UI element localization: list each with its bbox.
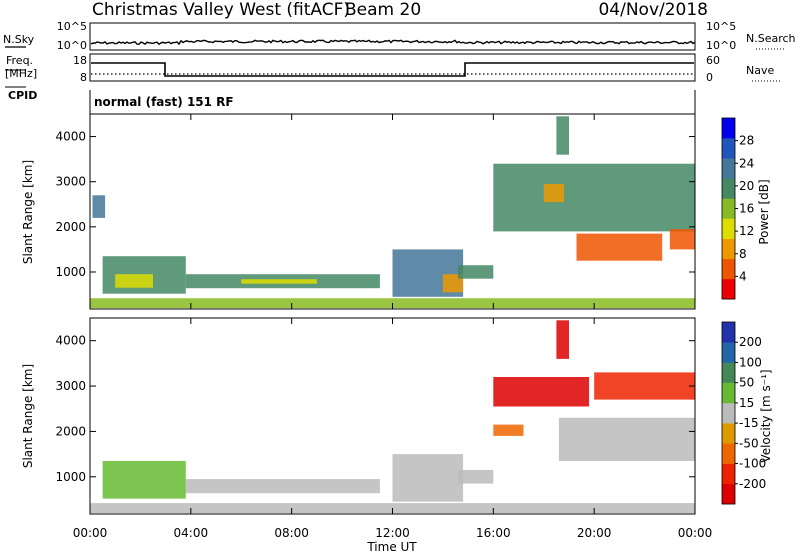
power-colorbar-segment	[722, 218, 735, 239]
x-tick-label: 12:00	[375, 526, 410, 540]
velocity-y-tick-label: 4000	[55, 334, 86, 348]
beam-label: Beam 20	[345, 0, 421, 20]
power-echo-region-6	[442, 274, 464, 293]
velocity-colorbar-tick-label: -100	[739, 457, 766, 471]
power-colorbar-segment	[722, 238, 735, 260]
velocity-colorbar-segment	[722, 483, 735, 505]
nsearch-tick-bottom: 10^0	[706, 39, 736, 52]
cpid-text: normal (fast) 151 RF	[94, 95, 234, 109]
power-y-tick-label: 1000	[55, 265, 86, 279]
power-colorbar-segment	[722, 138, 735, 159]
nsky-panel: N.Sky 10^5 10^0 10^5 10^0 N.Search	[3, 20, 796, 52]
nsky-tick-top: 10^5	[57, 20, 87, 33]
freq-tick-bottom: 8	[80, 71, 87, 84]
power-colorbar-segment	[722, 198, 735, 219]
velocity-echo-region-1	[185, 479, 380, 494]
velocity-echo-region-0	[102, 460, 186, 499]
power-colorbar-tick-label: 24	[739, 156, 754, 170]
nave-tick-bottom: 0	[706, 71, 713, 84]
power-colorbar-segment	[722, 258, 735, 280]
velocity-colorbar-tick-label: -15	[739, 416, 759, 430]
velocity-colorbar-segment	[722, 382, 735, 404]
velocity-y-tick-label: 1000	[55, 470, 86, 484]
power-echo-region-4	[241, 279, 317, 284]
power-colorbar-segment	[722, 118, 735, 139]
cpid-label: CPID	[8, 89, 37, 102]
velocity-echo-region-6	[493, 377, 590, 407]
velocity-colorbar-segment	[722, 342, 735, 363]
power-echo-region-12	[669, 229, 695, 250]
power-echo-region-8	[493, 163, 695, 232]
freq-unit: [MHz]	[5, 67, 37, 80]
velocity-colorbar-label: Velocity [m s⁻¹]	[759, 369, 773, 462]
freq-trace	[91, 62, 694, 77]
velocity-panel: 1000 2000 3000 4000 Slant Range [km]	[21, 317, 696, 515]
power-y-tick-label: 2000	[55, 220, 86, 234]
power-colorbar-tick-label: 16	[739, 202, 754, 216]
freq-tick-top: 18	[73, 54, 87, 67]
power-echo-region-0	[92, 195, 106, 218]
velocity-ylabel: Slant Range [km]	[21, 364, 35, 468]
velocity-colorbar-tick-label: -50	[739, 436, 759, 450]
power-echo-region-11	[576, 233, 663, 261]
velocity-colorbar-tick-label: -200	[739, 477, 766, 491]
velocity-colorbar-tick-label: 200	[739, 335, 762, 349]
velocity-colorbar-tick-label: 50	[739, 376, 754, 390]
velocity-echo-region-5	[493, 424, 524, 436]
freq-label: Freq.	[6, 54, 33, 67]
power-colorbar-label: Power [dB]	[757, 179, 771, 244]
freq-panel: Freq. [MHz] 18 8 60 0 Nave	[5, 53, 780, 84]
velocity-colorbar-segment	[722, 402, 735, 424]
nsearch-label: N.Search	[746, 32, 796, 45]
station-title: Christmas Valley West (fitACF)	[92, 0, 350, 20]
velocity-y-tick-label: 2000	[55, 424, 86, 438]
power-echo-region-7	[458, 265, 494, 279]
date-label: 04/Nov/2018	[598, 0, 708, 20]
x-tick-label: 16:00	[476, 526, 511, 540]
nsky-label: N.Sky	[3, 33, 35, 46]
velocity-colorbar-tick-label: 100	[739, 355, 762, 369]
power-colorbar: 28 24 20 16 12 8 4	[721, 117, 754, 300]
velocity-colorbar-segment	[722, 463, 735, 485]
velocity-echo-region-3	[392, 454, 464, 502]
power-y-tick-label: 4000	[55, 130, 86, 144]
velocity-colorbar-tick-label: 15	[739, 396, 754, 410]
x-tick-label: 04:00	[174, 526, 209, 540]
velocity-colorbar-segment	[722, 362, 735, 383]
power-colorbar-segment	[722, 178, 735, 199]
velocity-colorbar-segment	[722, 322, 735, 343]
velocity-echo-region-8	[558, 417, 695, 461]
nsearch-tick-top: 10^5	[706, 20, 736, 33]
nsky-trace	[90, 39, 696, 46]
power-colorbar-tick-label: 28	[739, 134, 754, 148]
velocity-colorbar-segment	[722, 423, 735, 444]
x-tick-label: 00:00	[678, 526, 713, 540]
x-tick-label: 20:00	[577, 526, 612, 540]
power-y-tick-label: 3000	[55, 175, 86, 189]
power-colorbar-tick-label: 8	[739, 247, 747, 261]
power-echo-region-9	[543, 184, 564, 203]
velocity-echo-region-7	[556, 320, 569, 359]
power-colorbar-segment	[722, 158, 735, 179]
velocity-colorbar: 200 100 50 15 -15 -50 -100 -200	[721, 321, 766, 505]
power-colorbar-tick-label: 12	[739, 224, 754, 238]
x-tick-label: 08:00	[274, 526, 309, 540]
power-echo-region-10	[556, 116, 569, 155]
x-tick-label: 00:00	[73, 526, 108, 540]
x-axis-label: Time UT	[366, 540, 417, 554]
nave-tick-top: 60	[706, 54, 720, 67]
nsky-tick-bottom: 10^0	[57, 39, 87, 52]
power-colorbar-segment	[722, 278, 735, 300]
power-colorbar-tick-label: 20	[739, 179, 754, 193]
velocity-colorbar-segment	[722, 443, 735, 464]
power-colorbar-tick-label: 4	[739, 269, 747, 283]
power-panel: 1000 2000 3000 4000 Slant Range [km]	[21, 113, 696, 310]
power-echo-region-2	[115, 274, 153, 288]
power-ylabel: Slant Range [km]	[21, 160, 35, 264]
velocity-echo-region-9	[594, 372, 695, 400]
nave-label: Nave	[746, 64, 774, 77]
velocity-echo-region-4	[458, 470, 494, 484]
velocity-y-tick-label: 3000	[55, 379, 86, 393]
